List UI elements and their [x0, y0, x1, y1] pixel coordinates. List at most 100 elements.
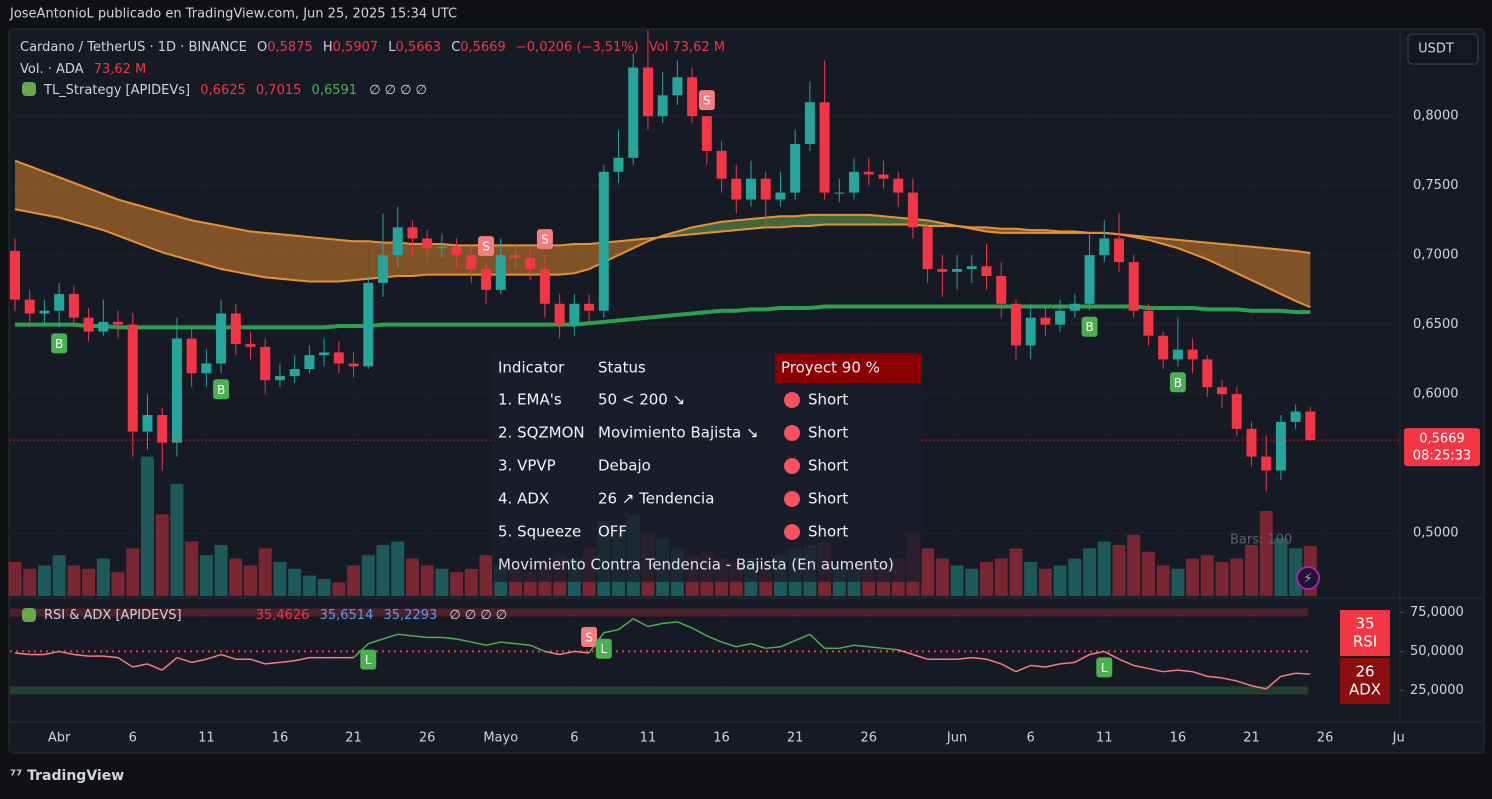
ema-band — [1251, 246, 1267, 288]
candle-body — [68, 294, 79, 318]
volume-bar — [464, 568, 478, 596]
candle-body — [525, 257, 536, 270]
candle-body — [775, 192, 786, 200]
candle-body — [378, 255, 388, 283]
candle-body — [1275, 421, 1286, 471]
rsi-segment — [59, 650, 75, 656]
x-tick-label: 11 — [198, 731, 215, 746]
row-signal: Short — [808, 391, 848, 409]
rsi-segment — [750, 642, 766, 650]
rsi-segment — [279, 660, 295, 664]
candle-body — [849, 171, 860, 193]
table-header: Indicator — [498, 359, 565, 377]
rsi-segment — [603, 628, 619, 634]
volume-bar — [1156, 565, 1170, 596]
ema-band — [618, 239, 634, 256]
rsi-segment — [529, 644, 546, 653]
candle-body — [716, 150, 727, 179]
candle-body — [319, 352, 330, 356]
ema-band — [751, 217, 766, 229]
rsi-segment — [1118, 658, 1135, 667]
volume-bar — [1186, 558, 1200, 596]
rsi-segment — [1060, 661, 1075, 665]
y-tick-label: 75,0000 — [1410, 605, 1464, 620]
candle-body — [1158, 335, 1169, 360]
brand-logo: ⁷⁷ — [10, 768, 27, 784]
candle-body — [1231, 394, 1242, 429]
row-status: OFF — [598, 523, 627, 541]
rsi-segment — [103, 655, 119, 659]
rsi-segment — [691, 627, 708, 637]
rsi-segment — [117, 657, 134, 668]
candle-body — [274, 376, 285, 381]
table-note: Movimiento Contra Tendencia - Bajista (E… — [498, 556, 894, 574]
volume-bar — [140, 456, 154, 596]
volume-bar — [8, 562, 22, 596]
volume-bar — [980, 562, 994, 596]
ema-band — [1280, 249, 1296, 301]
candle-body — [98, 321, 109, 332]
signal-badge — [595, 638, 612, 659]
candle-body — [422, 238, 433, 249]
ema-band — [544, 245, 560, 275]
rsi-segment — [161, 657, 178, 671]
rsi-icon — [22, 608, 36, 622]
currency-button[interactable] — [1407, 33, 1479, 65]
volume-bar — [126, 548, 140, 596]
volume-bar — [170, 483, 184, 596]
volume-bar — [332, 582, 346, 596]
volume-bar — [994, 558, 1008, 596]
rsi-segment — [780, 639, 796, 648]
x-tick-label: 6 — [1027, 731, 1035, 746]
rsi-segment — [1148, 667, 1164, 673]
signal-label: B — [217, 383, 225, 397]
ema-band — [559, 244, 575, 275]
volume-bar — [23, 568, 37, 596]
rsi-value: 35,2293 — [384, 608, 438, 623]
x-tick-label: Ju — [1392, 731, 1405, 746]
candle-body — [1202, 359, 1213, 388]
rsi-segment — [559, 650, 575, 656]
ema-band — [59, 177, 74, 222]
candle-body — [1217, 387, 1228, 395]
rsi-segment — [1177, 669, 1193, 673]
brand: ⁷⁷ TradingView — [10, 768, 124, 784]
volume-bar — [244, 565, 258, 596]
volume-bar — [1009, 548, 1023, 596]
candle-body — [1187, 349, 1198, 360]
volume-bar — [347, 565, 361, 596]
badge-label: ADX — [1349, 681, 1381, 699]
ema-band — [279, 234, 295, 281]
signal-badge — [536, 229, 553, 250]
candle-body — [216, 313, 227, 364]
rsi-segment — [544, 650, 560, 656]
volume-bar — [1274, 538, 1288, 596]
candle-body — [510, 255, 521, 258]
volume-bar — [1259, 511, 1273, 596]
currency-label[interactable]: USDT — [1418, 42, 1454, 57]
rsi-segment — [662, 621, 678, 625]
symbol: Cardano / TetherUS · 1D · BINANCE — [20, 40, 247, 55]
signal-label: S — [585, 630, 593, 644]
rsi-segment — [647, 622, 663, 628]
rsi-segment — [500, 641, 516, 645]
ema-band — [824, 214, 840, 225]
ohlc-value: 0,5669 — [460, 40, 506, 55]
replay-icon[interactable] — [1296, 566, 1320, 590]
rsi-empty: ∅ ∅ ∅ ∅ — [449, 608, 507, 623]
volume-bar — [1097, 541, 1111, 596]
replay-glyph[interactable]: ⚡ — [1303, 572, 1312, 587]
rsi-segment — [1251, 684, 1267, 690]
candle-body — [186, 338, 197, 374]
volume-bar — [376, 545, 390, 596]
rsi-segment — [1280, 672, 1296, 678]
signal-badge — [213, 379, 230, 400]
candle-body — [628, 67, 639, 158]
volume-value: 73,62 M — [94, 62, 147, 77]
volume-bar — [82, 568, 96, 596]
rsi-segment — [441, 636, 457, 640]
ema-band — [265, 232, 280, 279]
rsi-segment — [736, 642, 752, 648]
volume-bar — [258, 548, 272, 596]
rsi-legend: RSI & ADX [APIDEVS] 35,4626 35,6514 35,2… — [44, 608, 507, 623]
